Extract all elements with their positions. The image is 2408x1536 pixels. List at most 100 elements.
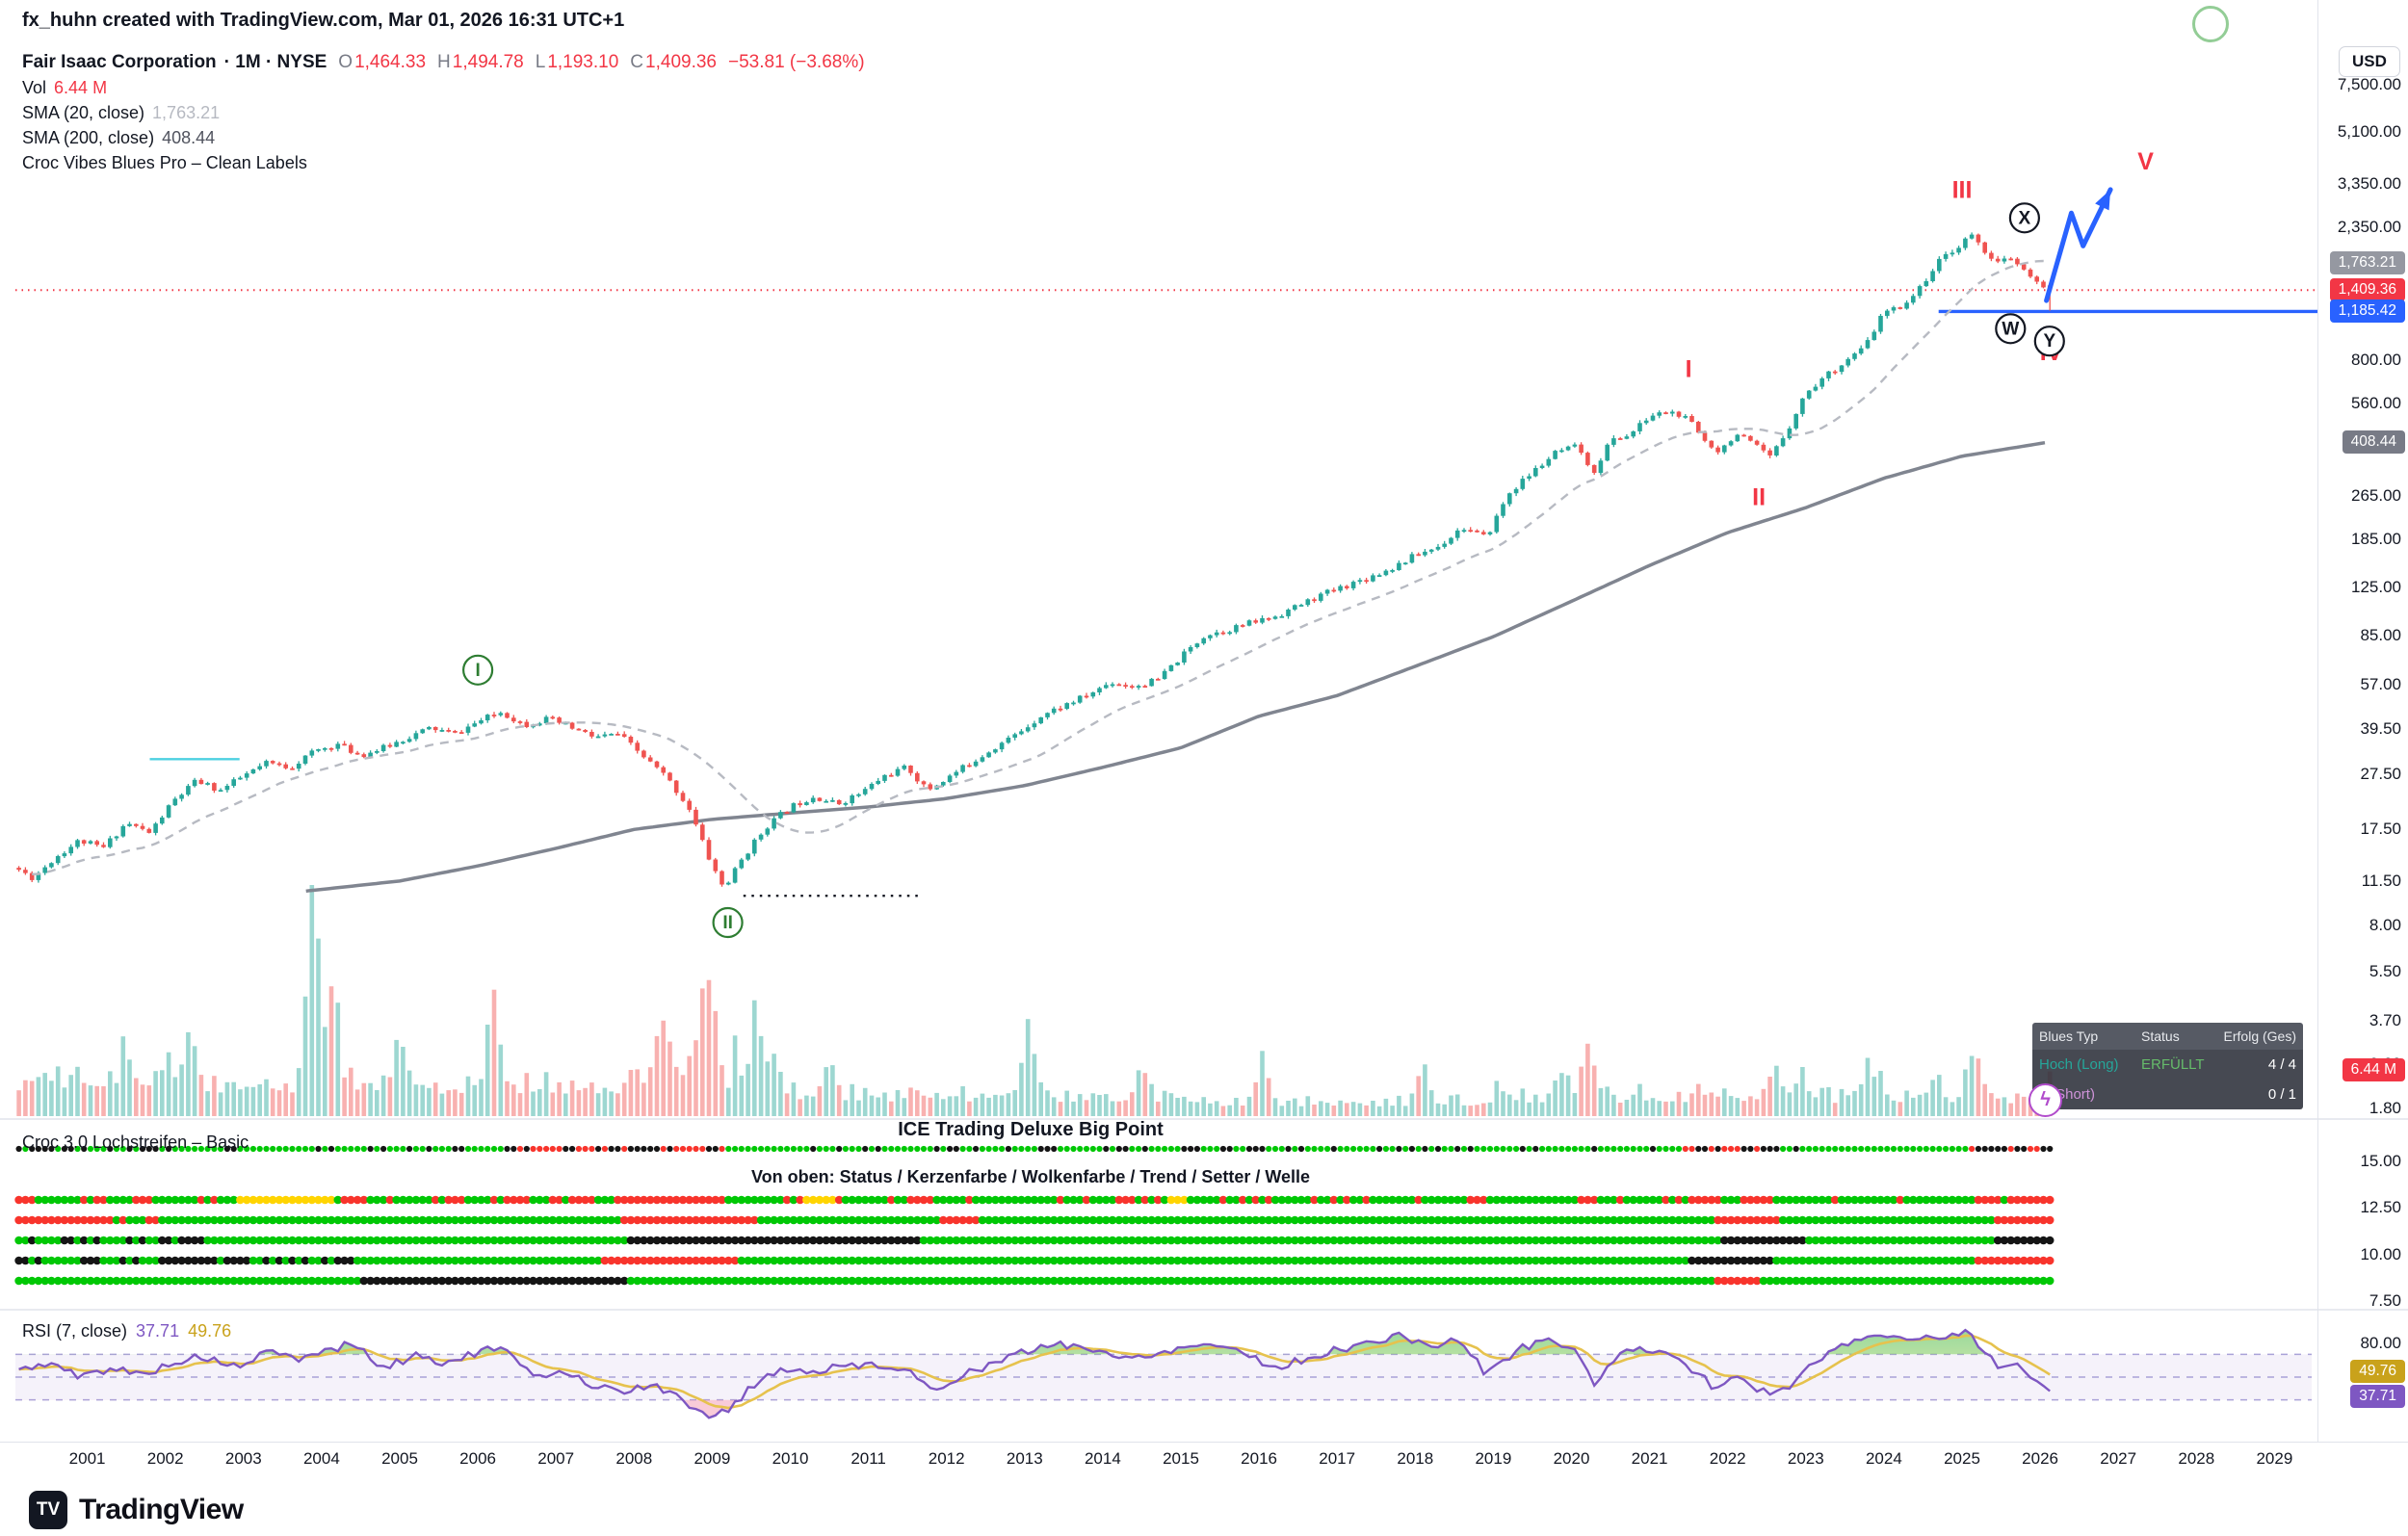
indicator-dot: [2039, 1195, 2048, 1205]
indicator-dot: [1134, 1276, 1143, 1286]
indicator-dot: [79, 1195, 89, 1205]
indicator-dot: [828, 1195, 837, 1205]
indicator-dot: [1629, 1236, 1637, 1245]
indicator-dot: [776, 1256, 785, 1265]
candle-body: [758, 834, 764, 840]
symbol-title[interactable]: Fair Isaac Corporation: [22, 52, 217, 72]
candle-body: [1454, 530, 1460, 538]
indicator-dot: [262, 1276, 271, 1286]
sma20-legend-row[interactable]: SMA (20, close) 1,763.21: [22, 100, 865, 125]
indicator-dot: [503, 1256, 511, 1265]
currency-button[interactable]: USD: [2339, 46, 2400, 77]
indicator-dot: [1348, 1236, 1358, 1245]
volume-bar: [505, 1080, 510, 1116]
indicator-dot: [600, 1236, 610, 1245]
indicator-dot: [2000, 1236, 2009, 1245]
indicator-dot: [1773, 1145, 1780, 1153]
volume-bar: [1266, 1078, 1271, 1116]
indicator-dot: [1473, 1195, 1481, 1205]
indicator-dot: [997, 1236, 1007, 1245]
tradingview-logo[interactable]: TV TradingView: [29, 1491, 244, 1529]
indicator-dot: [666, 1256, 674, 1265]
indicator-dot: [151, 1215, 160, 1225]
dots-pane-title: ICE Trading Deluxe Big Point: [898, 1119, 1164, 1140]
indicator-dot: [1551, 1195, 1559, 1205]
year-label: 2023: [1787, 1449, 1824, 1468]
indicator-dot: [984, 1236, 993, 1245]
candle-body: [999, 742, 1005, 750]
price-axis[interactable]: 7,500.00 5,100.00 3,350.00 2,350.00 800.00 56…: [2317, 0, 2408, 1442]
high-label: H: [437, 52, 451, 72]
indicator-dot: [581, 1256, 589, 1265]
volume-bar: [1293, 1098, 1297, 1116]
indicator-dot: [268, 1256, 277, 1265]
indicator-dot: [99, 1195, 108, 1205]
volume-bar: [947, 1096, 953, 1116]
indicator-dot: [815, 1195, 824, 1205]
indicator-dot: [190, 1215, 199, 1225]
indicator-dot: [1102, 1276, 1111, 1286]
volume-bar: [1045, 1090, 1050, 1116]
dots-pane-source[interactable]: Croc 3.0 Lochstreifen – Basic: [22, 1132, 249, 1152]
indicator-dot: [1010, 1236, 1019, 1245]
indicator-dot: [359, 1276, 369, 1286]
symbol-legend-row[interactable]: Fair Isaac Corporation · 1M · NYSE O 1,464.…: [22, 50, 865, 75]
indicator-dot: [522, 1276, 532, 1286]
indicator-dot: [21, 1236, 30, 1245]
indicator-dot: [1674, 1215, 1684, 1225]
candle-body: [1032, 723, 1037, 728]
indicator-dot: [2001, 1145, 2007, 1153]
indicator-dot: [939, 1195, 948, 1205]
indicator-dot: [229, 1195, 238, 1205]
indicator-dot: [1531, 1256, 1540, 1265]
indicator-dot: [444, 1236, 454, 1245]
indicator-dot: [1440, 1215, 1449, 1225]
indicator-dot: [671, 1236, 681, 1245]
indicator-dot: [971, 1195, 981, 1205]
indicator-dot: [1402, 1145, 1409, 1153]
indicator-dot: [100, 1145, 107, 1153]
candle-body: [752, 839, 757, 854]
volume-bar: [1963, 1069, 1968, 1116]
indicator-dot: [1291, 1236, 1299, 1245]
volume-legend-row[interactable]: Vol 6.44 M: [22, 75, 865, 100]
indicator-dot: [1948, 1215, 1957, 1225]
indicator-dot: [1160, 1215, 1169, 1225]
indicator-dot: [1374, 1195, 1384, 1205]
indicator-dot: [301, 1236, 310, 1245]
indicator-dot: [1069, 1195, 1078, 1205]
indicator-dot: [379, 1256, 388, 1265]
script-legend-row[interactable]: Croc Vibes Blues Pro – Clean Labels: [22, 150, 865, 175]
indicator-dot: [692, 1236, 700, 1245]
indicator-dot: [1214, 1145, 1220, 1153]
volume-bar: [62, 1087, 67, 1116]
indicator-dot: [374, 1145, 380, 1153]
indicator-dot: [1655, 1276, 1663, 1286]
legend: Fair Isaac Corporation · 1M · NYSE O 1,464.…: [22, 50, 865, 175]
indicator-dot: [671, 1195, 681, 1205]
indicator-dot: [1714, 1195, 1722, 1205]
volume-bar: [1338, 1100, 1343, 1116]
indicator-dot: [268, 1215, 277, 1225]
volume-bar: [1019, 1062, 1024, 1116]
sma20-line: [32, 259, 2051, 875]
indicator-dot: [1492, 1256, 1502, 1265]
indicator-dot: [1485, 1195, 1495, 1205]
indicator-dot: [633, 1256, 641, 1265]
candle-body: [1449, 537, 1453, 544]
sma200-legend-row[interactable]: SMA (200, close) 408.44: [22, 125, 865, 150]
indicator-dot: [1473, 1256, 1481, 1265]
indicator-dot: [47, 1276, 56, 1286]
indicator-dot: [483, 1276, 492, 1286]
candle-body: [1293, 605, 1297, 610]
indicator-dot: [1537, 1236, 1547, 1245]
rsi-legend-row[interactable]: RSI (7, close) 37.71 49.76: [22, 1321, 231, 1341]
indicator-dot: [815, 1215, 824, 1225]
indicator-dot: [1844, 1236, 1852, 1245]
indicator-dot: [1870, 1215, 1879, 1225]
candle-body: [1038, 716, 1043, 724]
indicator-dot: [1682, 1145, 1688, 1153]
indicator-dot: [1499, 1256, 1507, 1265]
time-axis[interactable]: 2001 2002 2003 2004 2005 2006 2007 2008 2009 2010…: [0, 1442, 2408, 1475]
